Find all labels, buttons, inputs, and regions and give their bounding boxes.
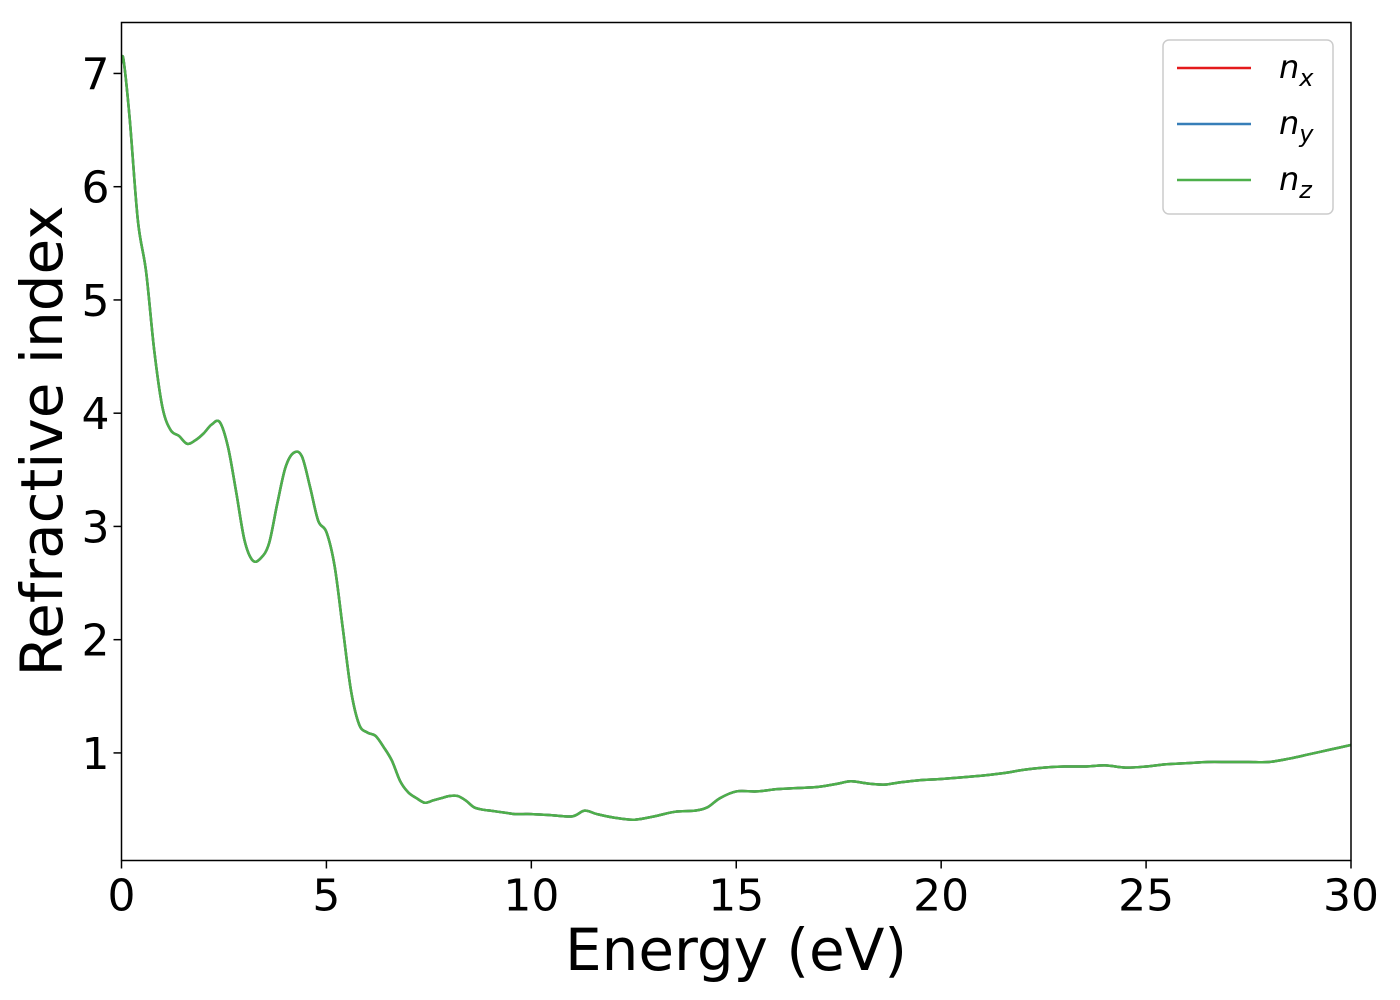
x-tick-label: 5 [312, 871, 340, 922]
legend: nx ny nz [1162, 39, 1334, 215]
x-tick-label: 10 [503, 871, 559, 922]
y-tick-label: 1 [82, 729, 110, 780]
x-tick-label: 30 [1323, 871, 1379, 922]
legend-label-nx: nx [1279, 48, 1314, 92]
series-line-nz [121, 54, 1351, 821]
series-layer [121, 54, 1351, 821]
ticks-layer: 0 5 10 15 20 25 30 1 2 3 4 5 6 7 [82, 49, 1380, 921]
legend-label-ny: ny [1279, 104, 1314, 148]
y-tick-label: 2 [82, 616, 110, 667]
y-tick-label: 3 [82, 502, 110, 553]
x-tick-label: 20 [913, 871, 969, 922]
y-tick-label: 4 [82, 389, 110, 440]
x-tick-label: 25 [1118, 871, 1174, 922]
y-tick-label: 6 [82, 163, 110, 214]
y-tick-label: 7 [82, 49, 110, 100]
x-axis-title: Energy (eV) [565, 916, 907, 984]
x-tick-label: 15 [708, 871, 764, 922]
legend-box [1162, 39, 1334, 215]
y-axis-title: Refractive index [8, 205, 76, 676]
y-tick-label: 5 [82, 276, 110, 327]
x-tick-label: 0 [108, 871, 136, 922]
legend-label-nz: nz [1279, 160, 1313, 204]
